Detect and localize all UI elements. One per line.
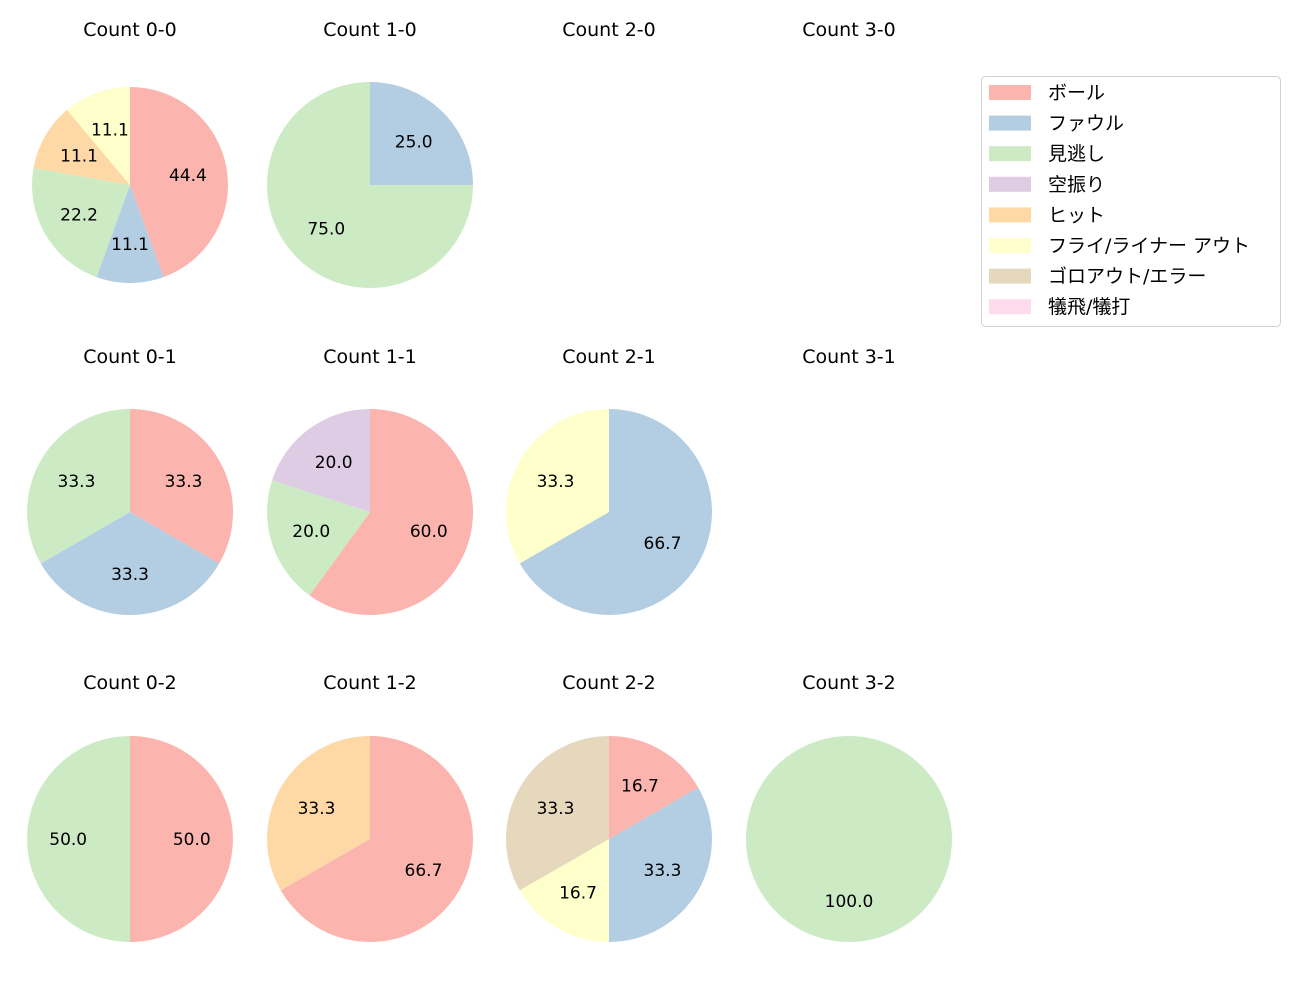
pie-count-2-1: Count 2-1 66.7 33.3 (506, 346, 712, 615)
slice-label: 11.1 (60, 147, 98, 167)
slice-label: 33.3 (58, 472, 96, 492)
slice-label: 33.3 (537, 799, 575, 819)
pie-slice (280, 736, 473, 942)
pie-slice (33, 109, 130, 185)
pie-title: Count 2-2 (562, 672, 656, 694)
pie-slice (506, 736, 609, 891)
slice-label: 20.0 (315, 453, 353, 473)
pie-title: Count 1-1 (323, 346, 417, 368)
pie-slice (519, 839, 609, 943)
slice-label: 11.1 (91, 121, 129, 141)
legend-swatch (989, 299, 1031, 315)
slice-label: 33.3 (644, 861, 682, 881)
legend-swatch (989, 207, 1031, 223)
pie-slice (519, 409, 712, 615)
pie-title: Count 0-2 (83, 672, 177, 694)
pie-title: Count 2-0 (562, 19, 656, 41)
legend-label: ゴロアウト/エラー (1048, 266, 1206, 288)
slice-label: 16.7 (621, 777, 659, 797)
legend-swatch (989, 85, 1031, 100)
pie-slice (267, 736, 370, 891)
slice-label: 16.7 (559, 883, 597, 903)
slice-label: 50.0 (173, 830, 211, 850)
pie-slice (309, 409, 474, 615)
legend-swatch (989, 268, 1031, 284)
pie-slice (27, 736, 130, 942)
slice-label: 33.3 (298, 799, 336, 819)
pie-title: Count 3-1 (802, 346, 896, 368)
slice-label: 66.7 (405, 861, 443, 881)
pie-slice (130, 736, 233, 942)
pie-slice (96, 185, 164, 283)
pie-slice (40, 512, 220, 615)
pie-count-2-0: Count 2-0 (562, 19, 656, 41)
legend-swatch (989, 176, 1031, 192)
pie-slice (609, 736, 699, 839)
pie-slice (130, 87, 228, 278)
legend-label: 空振り (1048, 174, 1105, 196)
legend-label: ボール (1048, 82, 1105, 104)
pie-count-1-2: Count 1-2 66.7 33.3 (267, 672, 473, 942)
legend-label: フライ/ライナー アウト (1048, 235, 1250, 257)
slice-label: 22.2 (60, 205, 98, 225)
slice-label: 75.0 (307, 220, 345, 240)
pie-count-2-2: Count 2-2 16.7 33.3 16.7 33.3 (506, 672, 713, 943)
pie-title: Count 1-2 (323, 672, 417, 694)
pie-title: Count 2-1 (562, 346, 656, 368)
pie-count-3-2: Count 3-2 100.0 (746, 672, 952, 942)
legend-swatch (989, 115, 1031, 131)
pie-count-0-0: Count 0-0 44.4 11.1 22.2 11.1 11.1 (31, 19, 228, 283)
slice-label: 50.0 (49, 830, 87, 850)
pie-title: Count 3-0 (802, 19, 896, 41)
pie-slice (67, 87, 130, 185)
pie-slice (609, 787, 713, 942)
slice-label: 25.0 (395, 132, 433, 152)
pie-count-1-0: Count 1-0 25.0 75.0 (267, 19, 473, 288)
pie-slice (130, 409, 233, 564)
slice-label: 33.3 (537, 472, 575, 492)
slice-label: 11.1 (111, 235, 149, 255)
slice-label: 33.3 (111, 565, 149, 585)
pie-slice (31, 167, 131, 278)
pie-slice (506, 409, 609, 564)
pie-slice (267, 82, 473, 288)
pie-count-0-1: Count 0-1 33.3 33.3 33.3 (27, 346, 233, 615)
pie-title: Count 0-0 (83, 19, 177, 41)
pie-title: Count 3-2 (802, 672, 896, 694)
pie-title: Count 0-1 (83, 346, 177, 368)
slice-label: 33.3 (165, 472, 203, 492)
pie-slice (267, 480, 370, 596)
legend-label: 犠飛/犠打 (1048, 296, 1130, 318)
slice-label: 100.0 (825, 892, 874, 912)
pie-count-0-2: Count 0-2 50.0 50.0 (27, 672, 233, 942)
pie-count-1-1: Count 1-1 60.0 20.0 20.0 (267, 346, 474, 615)
legend-label: ヒット (1048, 204, 1105, 226)
pie-title: Count 1-0 (323, 19, 417, 41)
pie-slice (370, 82, 473, 185)
pie-slice (272, 409, 370, 512)
legend-label: 見逃し (1048, 143, 1105, 165)
pie-count-3-0: Count 3-0 (802, 19, 896, 41)
legend-swatch (989, 238, 1031, 253)
slice-label: 44.4 (169, 166, 207, 186)
legend-label: ファウル (1048, 113, 1124, 135)
pie-slice (27, 409, 130, 564)
pie-count-3-1: Count 3-1 (802, 346, 896, 368)
slice-label: 66.7 (644, 534, 682, 554)
slice-label: 60.0 (410, 522, 448, 542)
slice-label: 20.0 (292, 522, 330, 542)
legend-swatch (989, 146, 1031, 162)
legend-frame (981, 76, 1281, 327)
pie-slice (746, 736, 952, 942)
